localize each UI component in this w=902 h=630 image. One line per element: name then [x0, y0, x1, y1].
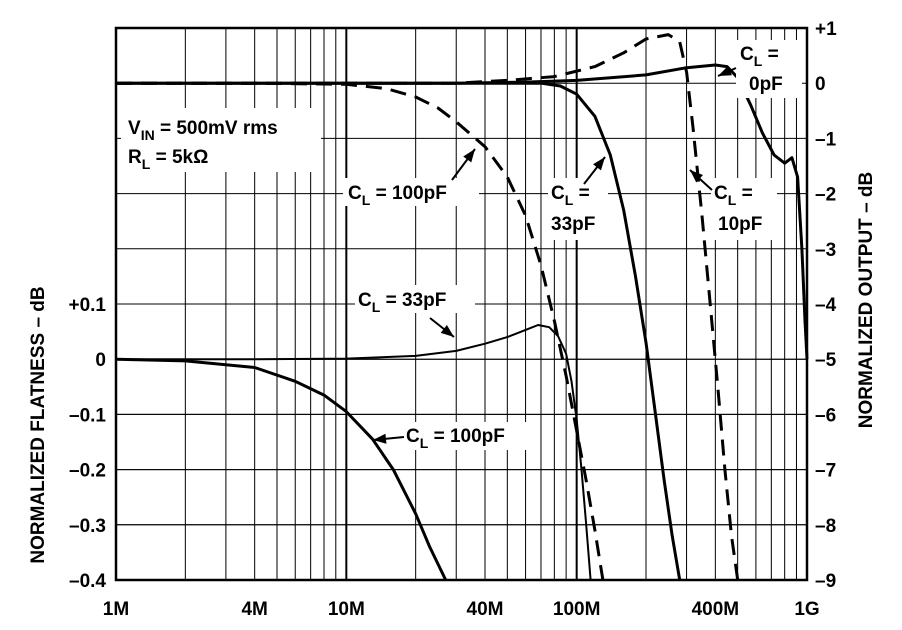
right-axis-label: NORMALIZED OUTPUT – dB — [856, 172, 877, 429]
cl-33pf-upper-label: CL = — [551, 183, 590, 208]
x-tick-label: 1G — [794, 599, 819, 620]
cl-0pf-value: 0pF — [749, 74, 783, 95]
x-tick-label: 40M — [467, 599, 504, 620]
right-tick-label: –4 — [815, 295, 837, 316]
label-background — [355, 285, 475, 313]
cl-100pf-flat-label: CL = 100pF — [406, 426, 505, 451]
left-tick-labels: +0.1 0 –0.1 –0.2 –0.3 –0.4 — [68, 295, 106, 592]
cl-10pf-value: 10pF — [718, 214, 762, 235]
left-tick-label: –0.4 — [69, 571, 106, 592]
series-line — [115, 357, 448, 581]
right-tick-label: –7 — [815, 461, 836, 482]
label-background — [343, 178, 479, 206]
right-tick-label: –3 — [815, 240, 836, 261]
arrowhead — [373, 433, 387, 444]
right-tick-label: –5 — [815, 350, 837, 371]
x-tick-label: 100M — [553, 599, 601, 620]
label-background — [711, 178, 777, 240]
left-axis-label: NORMALIZED FLATNESS – dB — [28, 286, 49, 563]
x-tick-labels: 1M 4M 10M 40M 100M 400M 1G — [103, 599, 820, 620]
arrowhead — [593, 157, 605, 171]
label-background — [402, 422, 536, 450]
arrowhead — [690, 170, 703, 183]
series-line — [116, 324, 592, 581]
right-tick-label: 0 — [815, 74, 826, 95]
vin-condition: VIN = 500mV rms — [128, 118, 278, 143]
arrowhead — [440, 325, 454, 337]
cl-100pf-upper-label: CL = 100pF — [348, 183, 447, 208]
annotation-backgrounds — [121, 40, 802, 450]
arrowhead — [463, 149, 475, 163]
right-tick-label: –9 — [815, 571, 836, 592]
cl-33pf-upper-value: 33pF — [551, 214, 595, 235]
label-background — [121, 108, 321, 172]
left-tick-label: 0 — [95, 350, 106, 371]
right-tick-label: +1 — [815, 19, 837, 40]
right-tick-label: –6 — [815, 405, 836, 426]
right-tick-label: –1 — [815, 129, 837, 150]
label-background — [736, 40, 802, 98]
annotations: VIN = 500mV rms RL = 5kΩ CL = 0pF CL = 100pF… — [128, 44, 783, 451]
x-tick-label: 400M — [692, 599, 740, 620]
x-tick-label: 4M — [241, 599, 267, 620]
arrowhead — [718, 66, 732, 76]
x-tick-label: 1M — [103, 599, 129, 620]
right-tick-labels: +1 0 –1 –2 –3 –4 –5 –6 –7 –8 –9 — [815, 19, 837, 592]
label-background — [548, 178, 608, 240]
series-line — [116, 81, 682, 581]
rl-condition: RL = 5kΩ — [128, 147, 208, 172]
left-tick-label: –0.1 — [69, 405, 106, 426]
cl-33pf-flat-label: CL = 33pF — [358, 290, 446, 315]
left-tick-label: +0.1 — [68, 295, 106, 316]
plot-frame — [114, 26, 809, 582]
cl-0pf-label: CL = — [740, 44, 779, 69]
right-tick-label: –2 — [815, 185, 836, 206]
left-tick-label: –0.2 — [69, 461, 106, 482]
right-tick-label: –8 — [815, 516, 836, 537]
x-tick-label: 10M — [328, 599, 365, 620]
cl-10pf-label: CL = — [714, 183, 753, 208]
curves — [115, 33, 809, 581]
left-tick-label: –0.3 — [69, 516, 106, 537]
